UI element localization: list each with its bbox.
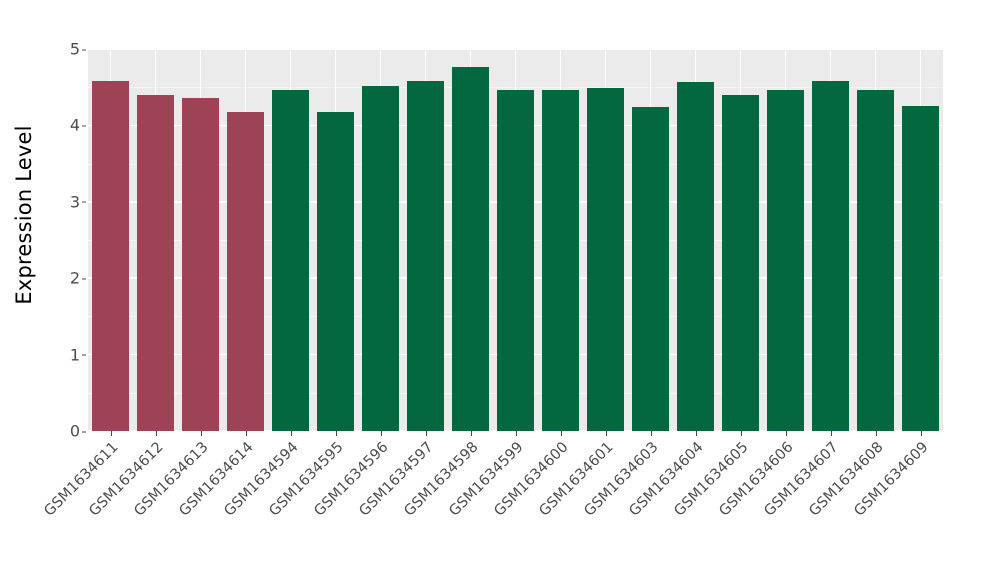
x-tick-mark <box>290 431 292 436</box>
x-tick-mark <box>155 431 157 436</box>
y-axis-title: Expression Level <box>12 125 36 305</box>
y-tick-mark <box>82 201 86 203</box>
y-tick-mark <box>82 354 86 356</box>
x-axis-tick-labels: GSM1634611 GSM1634612 GSM1634613 GSM1634614… <box>41 439 943 570</box>
x-tick-mark <box>110 431 112 436</box>
x-tick-mark <box>830 431 832 436</box>
bar <box>857 90 894 431</box>
x-tick-mark <box>515 431 517 436</box>
y-tick-label: 5 <box>70 40 86 59</box>
bar <box>542 90 579 431</box>
y-axis-tick-labels: 0 1 2 3 4 5 <box>58 40 86 441</box>
bar <box>137 94 174 431</box>
y-tick-label: 4 <box>70 116 86 135</box>
bar <box>317 112 354 431</box>
bar <box>182 97 219 431</box>
x-tick-mark <box>200 431 202 436</box>
x-tick-mark <box>470 431 472 436</box>
x-tick-mark <box>920 431 922 436</box>
x-tick-mark <box>785 431 787 436</box>
plot-panel <box>88 49 943 431</box>
x-tick-mark <box>380 431 382 436</box>
bar <box>587 87 624 431</box>
bar <box>632 107 669 431</box>
y-tick-mark <box>82 278 86 280</box>
bar <box>812 81 849 431</box>
y-tick-mark <box>82 49 86 50</box>
bar <box>677 81 714 431</box>
bar <box>362 85 399 431</box>
x-tick-mark <box>560 431 562 436</box>
bar <box>92 81 129 431</box>
y-tick-label: 2 <box>70 269 86 288</box>
x-tick-mark <box>335 431 337 436</box>
y-tick-label: 0 <box>70 422 86 441</box>
x-tick-mark <box>605 431 607 436</box>
bar <box>767 90 804 431</box>
y-tick-label: 1 <box>70 345 86 364</box>
y-tick-mark <box>82 431 86 432</box>
x-tick-mark <box>245 431 247 436</box>
bar <box>722 94 759 431</box>
bar <box>227 111 264 431</box>
bar <box>407 81 444 431</box>
x-tick-mark <box>425 431 427 436</box>
x-tick-mark <box>875 431 877 436</box>
x-tick-mark <box>650 431 652 436</box>
x-axis-tick-marks <box>88 431 943 436</box>
x-tick-mark <box>740 431 742 436</box>
y-tick-mark <box>82 125 86 127</box>
bar <box>272 90 309 431</box>
y-tick-label: 3 <box>70 192 86 211</box>
bar <box>452 66 489 431</box>
bar <box>497 90 534 431</box>
bar <box>902 106 939 431</box>
x-tick-mark <box>695 431 697 436</box>
